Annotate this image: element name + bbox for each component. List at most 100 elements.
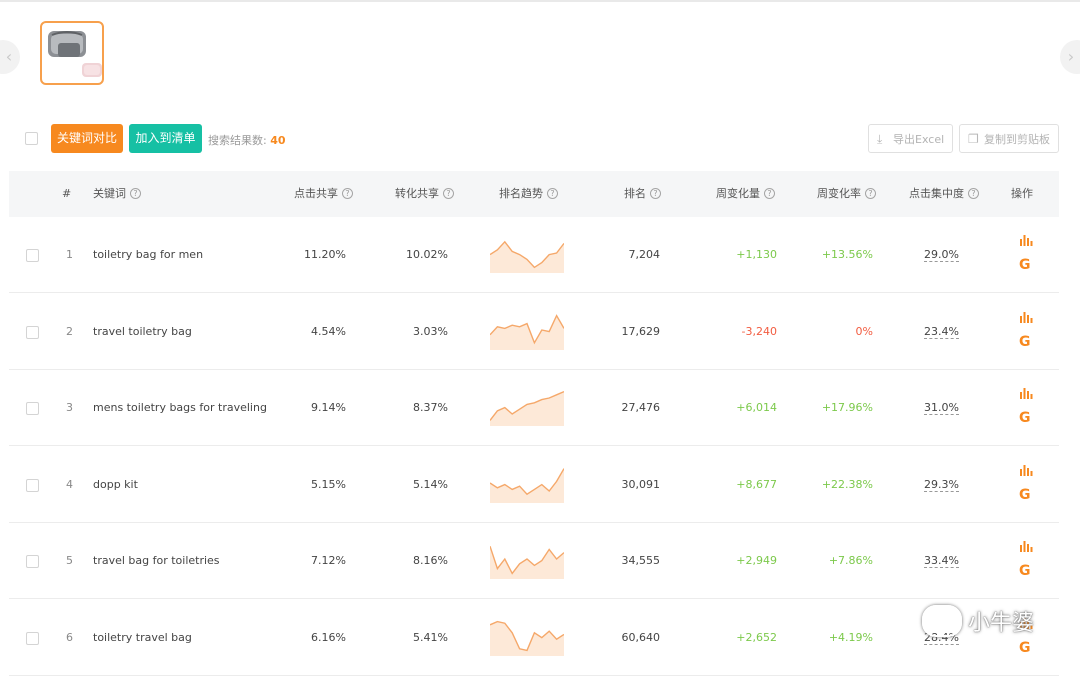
google-search-icon[interactable]: G <box>1019 410 1031 426</box>
google-search-icon[interactable]: G <box>1019 257 1031 273</box>
row-index: 6 <box>66 631 73 644</box>
click-concentration-value: 29.3% <box>879 447 959 523</box>
help-icon[interactable]: ? <box>865 187 876 199</box>
google-search-icon[interactable]: G <box>1019 487 1031 503</box>
keyword-link[interactable]: mens toiletry bags for traveling <box>93 401 267 414</box>
download-icon: ⤓ <box>877 132 883 146</box>
sparkline-area <box>490 621 564 656</box>
header-click-concentration[interactable]: 点击集中度? <box>909 171 979 217</box>
bar-chart-icon[interactable] <box>1019 387 1033 402</box>
header-rank-trend-label: 排名趋势 <box>499 187 543 200</box>
bar-chart-icon[interactable] <box>1019 540 1033 555</box>
help-icon[interactable]: ? <box>443 187 454 199</box>
weekly-change-rate-value: +13.56% <box>821 248 873 261</box>
google-search-icon[interactable]: G <box>1019 640 1031 656</box>
copy-to-clipboard-button[interactable]: ❐ 复制到剪贴板 <box>959 124 1059 153</box>
table-row: 4 dopp kit 5.15% 5.14% 30,091 +8,677 +22.38% 29… <box>9 447 1059 523</box>
search-result-count: 搜索结果数: 40 <box>208 132 286 148</box>
keyword-link[interactable]: toiletry travel bag <box>93 631 192 644</box>
result-count-value: 40 <box>270 134 286 147</box>
header-actions: 操作 <box>1011 187 1033 200</box>
toolbar: 关键词对比 加入到清单 搜索结果数: 40 ⤓ 导出Excel ❐ 复制到剪贴板 <box>0 123 1080 155</box>
export-excel-label: 导出Excel <box>893 133 945 146</box>
click-concentration-value: 23.4% <box>879 294 959 370</box>
header-weekly-change-rate[interactable]: 周变化率? <box>817 171 876 217</box>
help-icon[interactable]: ? <box>130 187 141 199</box>
header-rank[interactable]: 排名? <box>624 171 661 217</box>
header-weekly-change[interactable]: 周变化量? <box>716 171 775 217</box>
header-weekly-change-label: 周变化量 <box>716 187 760 200</box>
help-icon[interactable]: ? <box>764 187 775 199</box>
rank-trend-sparkline[interactable] <box>490 386 564 426</box>
rank-trend-sparkline[interactable] <box>490 616 564 656</box>
header-conversion-share-label: 转化共享 <box>395 187 439 200</box>
conversion-share-value: 3.03% <box>413 325 448 338</box>
sparkline-area <box>490 468 564 503</box>
keyword-link[interactable]: travel toiletry bag <box>93 325 192 338</box>
click-share-value: 6.16% <box>311 631 346 644</box>
row-checkbox[interactable] <box>26 555 39 568</box>
header-rank-trend[interactable]: 排名趋势? <box>499 171 558 217</box>
conversion-share-value: 5.14% <box>413 478 448 491</box>
result-count-label: 搜索结果数: <box>208 134 267 147</box>
weekly-change-value: -3,240 <box>741 325 777 338</box>
click-share-value: 11.20% <box>304 248 346 261</box>
row-index: 1 <box>66 248 73 261</box>
google-search-icon[interactable]: G <box>1019 334 1031 350</box>
rank-trend-sparkline[interactable] <box>490 463 564 503</box>
row-index: 3 <box>66 401 73 414</box>
header-click-share-label: 点击共享 <box>294 187 338 200</box>
rank-trend-sparkline[interactable] <box>490 310 564 350</box>
weekly-change-rate-value: +22.38% <box>821 478 873 491</box>
row-checkbox[interactable] <box>26 249 39 262</box>
sparkline-area <box>490 241 564 273</box>
table-row: 1 toiletry bag for men 11.20% 10.02% 7,204 +1… <box>9 217 1059 293</box>
click-concentration-text: 29.3% <box>924 478 959 491</box>
row-checkbox[interactable] <box>26 402 39 415</box>
rank-value: 34,555 <box>621 554 661 567</box>
header-click-share[interactable]: 点击共享? <box>294 171 353 217</box>
header-index: # <box>62 187 72 200</box>
header-click-concentration-label: 点击集中度 <box>909 187 964 200</box>
click-share-value: 5.15% <box>311 478 346 491</box>
export-excel-button[interactable]: ⤓ 导出Excel <box>868 124 953 153</box>
sparkline-line <box>490 468 564 496</box>
bar-chart-icon[interactable] <box>1019 234 1033 249</box>
table-row: 6 toiletry travel bag 6.16% 5.41% 60,640 +2,6… <box>9 600 1059 676</box>
sparkline-line <box>490 240 564 269</box>
conversion-share-value: 5.41% <box>413 631 448 644</box>
bar-chart-icon[interactable] <box>1019 311 1033 326</box>
header-conversion-share[interactable]: 转化共享? <box>395 171 454 217</box>
help-icon[interactable]: ? <box>342 187 353 199</box>
header-keyword[interactable]: 关键词? <box>93 171 141 217</box>
header-keyword-label: 关键词 <box>93 187 126 200</box>
bar-chart-icon[interactable] <box>1019 464 1033 479</box>
help-icon[interactable]: ? <box>547 187 558 199</box>
prev-arrow-button[interactable]: ‹ <box>0 40 20 74</box>
row-checkbox[interactable] <box>26 479 39 492</box>
row-checkbox[interactable] <box>26 326 39 339</box>
keyword-link[interactable]: toiletry bag for men <box>93 248 204 261</box>
conversion-share-value: 10.02% <box>406 248 448 261</box>
help-icon[interactable]: ? <box>968 187 979 199</box>
keyword-compare-button[interactable]: 关键词对比 <box>51 124 123 153</box>
next-arrow-button[interactable]: › <box>1060 40 1080 74</box>
rank-trend-sparkline[interactable] <box>490 233 564 273</box>
select-all-checkbox[interactable] <box>25 132 38 145</box>
sparkline-area <box>490 315 564 350</box>
product-thumbnail[interactable] <box>40 21 104 85</box>
bar-chart-icon[interactable] <box>1019 617 1033 632</box>
help-icon[interactable]: ? <box>650 187 661 199</box>
copy-label: 复制到剪贴板 <box>984 133 1050 146</box>
add-to-list-button[interactable]: 加入到清单 <box>129 124 202 153</box>
click-share-value: 9.14% <box>311 401 346 414</box>
rank-trend-sparkline[interactable] <box>490 539 564 579</box>
chat-bubble-icon <box>922 605 962 637</box>
copy-icon: ❐ <box>968 132 979 146</box>
keyword-link[interactable]: travel bag for toiletries <box>93 554 220 567</box>
table-header: # 关键词? 点击共享? 转化共享? 排名趋势? 排名? 周变化量? 周变化率?… <box>9 171 1059 217</box>
row-checkbox[interactable] <box>26 632 39 645</box>
google-search-icon[interactable]: G <box>1019 563 1031 579</box>
keyword-link[interactable]: dopp kit <box>93 478 138 491</box>
weekly-change-value: +2,949 <box>736 554 777 567</box>
